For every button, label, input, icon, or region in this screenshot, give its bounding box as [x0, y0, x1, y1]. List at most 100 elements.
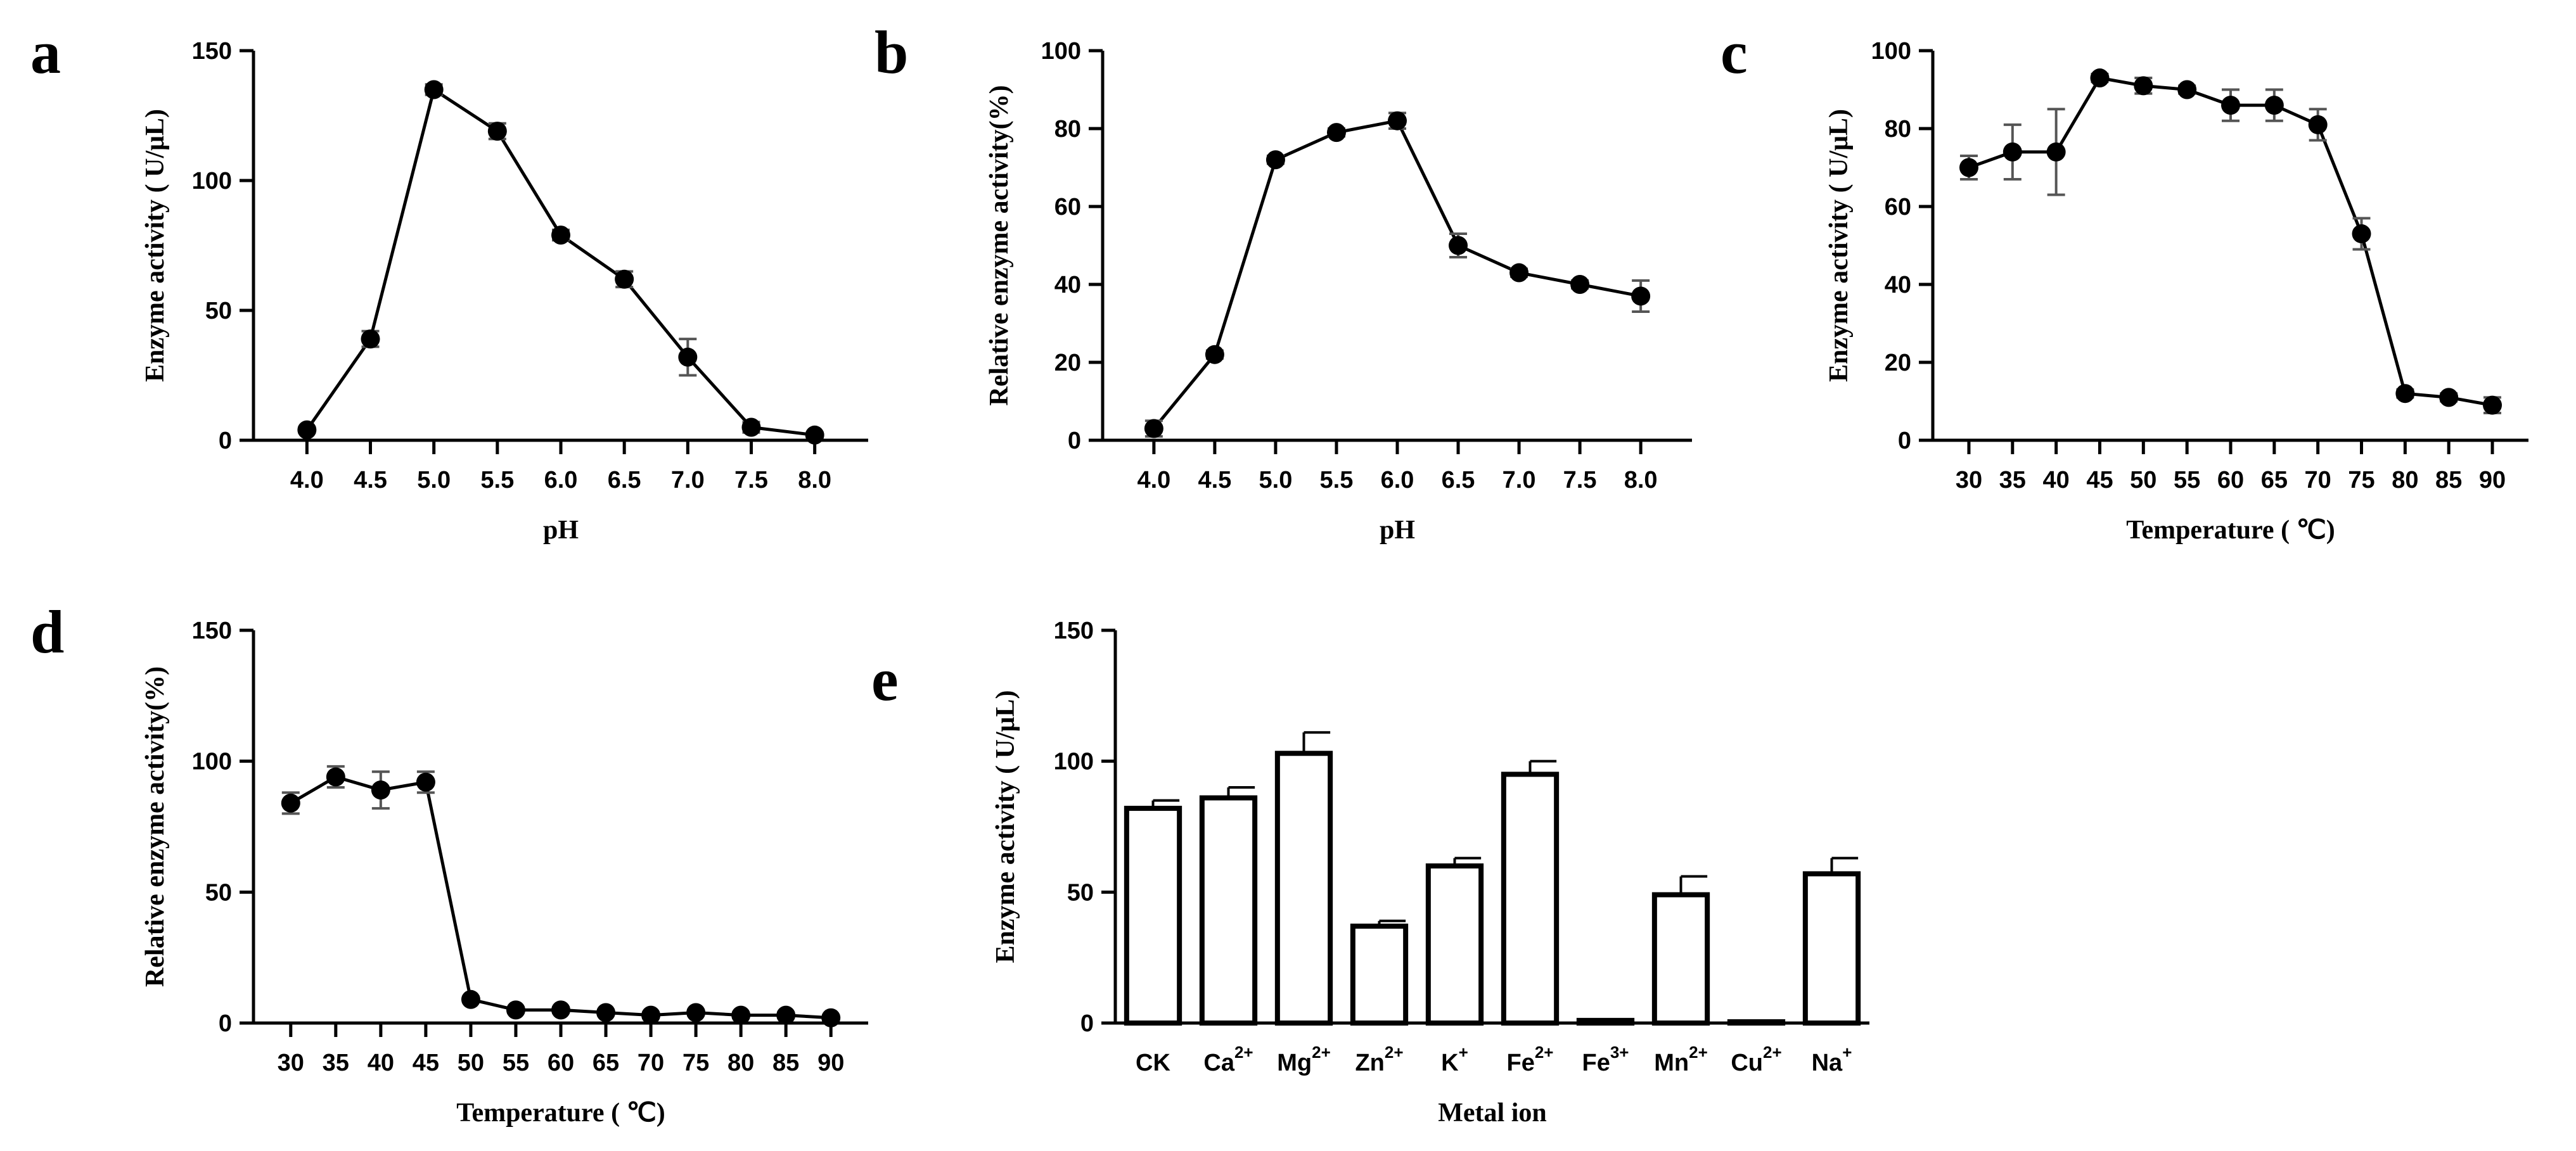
x-tick-label: Ca2+	[1203, 1043, 1253, 1076]
x-tick-label: Cu2+	[1731, 1043, 1781, 1076]
x-tick-label: 70	[638, 1050, 664, 1076]
data-point	[424, 80, 444, 99]
x-tick-label: 70	[2305, 467, 2331, 493]
x-tick-label: 65	[593, 1050, 619, 1076]
data-point	[805, 425, 824, 445]
y-tick-label: 100	[192, 749, 232, 775]
bar	[1350, 924, 1409, 1026]
bar	[1199, 795, 1258, 1026]
data-point	[1570, 275, 1590, 294]
ion-base: Fe	[1506, 1050, 1534, 1076]
x-tick-label: Fe2+	[1506, 1043, 1553, 1076]
data-point	[731, 1005, 751, 1025]
bar	[1124, 806, 1182, 1026]
data-point	[678, 347, 698, 367]
x-tick-label: 30	[1956, 467, 1982, 493]
x-tick-label: 5.5	[1320, 467, 1354, 493]
x-tick-label: 6.0	[544, 467, 578, 493]
y-tick-label: 100	[1871, 38, 1911, 65]
ion-charge: 2+	[1689, 1043, 1708, 1062]
data-point	[2308, 115, 2328, 134]
x-tick-label: 45	[413, 1050, 439, 1076]
y-tick-label: 50	[1067, 879, 1094, 906]
x-tick-label: 4.5	[354, 467, 387, 493]
x-tick-label: 5.0	[417, 467, 451, 493]
x-axis-title: Temperature ( ℃)	[456, 1098, 665, 1128]
data-point	[1631, 286, 1651, 306]
y-tick-label: 20	[1885, 350, 1911, 376]
bar	[1425, 863, 1484, 1026]
data-point	[2264, 96, 2284, 115]
y-axis-title: Enzyme activity ( U/μL)	[1824, 109, 1854, 382]
y-tick-label: 50	[205, 879, 232, 906]
y-tick-label: 50	[205, 298, 232, 324]
bar	[1576, 1017, 1635, 1026]
x-tick-label: 30	[278, 1050, 304, 1076]
ion-base: Mn	[1654, 1050, 1689, 1076]
bar	[1501, 772, 1560, 1026]
data-point	[1388, 111, 1407, 130]
data-point	[821, 1008, 841, 1027]
bar	[1651, 892, 1710, 1026]
y-tick-label: 100	[1054, 749, 1094, 775]
ion-charge: 2+	[1234, 1043, 1253, 1062]
series-line	[290, 775, 831, 1020]
x-tick-label: 75	[682, 1050, 709, 1076]
x-axis-title: Temperature ( ℃)	[2126, 516, 2335, 545]
ion-base: Zn	[1355, 1050, 1384, 1076]
x-tick-label: 6.5	[608, 467, 641, 493]
data-point	[326, 767, 345, 787]
x-tick-label: 45	[2086, 467, 2113, 493]
data-point	[1144, 419, 1163, 438]
ion-charge: 2+	[1535, 1043, 1554, 1062]
data-point	[1449, 236, 1468, 255]
panel-e: e 0 50 100 150 Enzyme activity ( U/μL) Metal i…	[871, 618, 1869, 1128]
y-axis-title: Enzyme activity ( U/μL)	[991, 690, 1020, 963]
data-point	[2352, 224, 2371, 244]
panel-letter: d	[30, 598, 64, 666]
y-tick-label: 0	[1898, 428, 1911, 454]
panel-letter: a	[30, 18, 61, 86]
x-tick-label: 90	[2479, 467, 2506, 493]
x-tick-label: 40	[2043, 467, 2070, 493]
data-point	[1266, 150, 1285, 170]
data-point	[361, 329, 380, 349]
y-tick-label: 0	[219, 428, 232, 454]
x-tick-label: 6.0	[1381, 467, 1414, 493]
x-tick-label: 6.5	[1442, 467, 1475, 493]
data-point	[615, 269, 634, 289]
x-tick-label: 55	[503, 1050, 529, 1076]
panel-b: b 0 20 40 60 80 100 Relative enzyme activity(%)…	[875, 18, 1692, 545]
y-axis-title: Enzyme activity ( U/μL)	[141, 109, 170, 382]
data-point	[686, 1003, 706, 1022]
panel-a: a 0 50 100 150 Enzyme activity ( U/μL) pH 4.0 4.…	[30, 18, 868, 545]
ion-charge: 2+	[1385, 1043, 1404, 1062]
panel-letter: c	[1721, 18, 1748, 86]
y-axis-title: Relative enzyme activity(%)	[985, 85, 1014, 405]
data-point	[2002, 142, 2022, 162]
ion-charge: 3+	[1610, 1043, 1629, 1062]
y-tick-label: 0	[1080, 1010, 1094, 1037]
ion-charge: +	[1842, 1043, 1852, 1062]
data-point	[297, 420, 317, 440]
ion-base: Na	[1812, 1050, 1843, 1076]
x-tick-label: 60	[548, 1050, 574, 1076]
data-point	[461, 989, 480, 1009]
data-point	[281, 793, 300, 813]
data-point	[2134, 76, 2153, 96]
data-point	[2046, 142, 2066, 162]
x-tick-label: 80	[2392, 467, 2418, 493]
x-tick-label: 50	[458, 1050, 484, 1076]
bar	[1727, 1019, 1786, 1026]
y-tick-label: 150	[1054, 618, 1094, 644]
data-point	[2439, 388, 2459, 407]
ion-base: CK	[1136, 1050, 1170, 1076]
y-tick-label: 100	[192, 168, 232, 194]
ion-base: Fe	[1582, 1050, 1610, 1076]
x-tick-label: 35	[1999, 467, 2026, 493]
x-tick-label: Zn2+	[1355, 1043, 1403, 1076]
x-tick-label: 5.0	[1259, 467, 1293, 493]
x-tick-label: 7.5	[734, 467, 768, 493]
y-tick-label: 0	[1068, 428, 1081, 454]
